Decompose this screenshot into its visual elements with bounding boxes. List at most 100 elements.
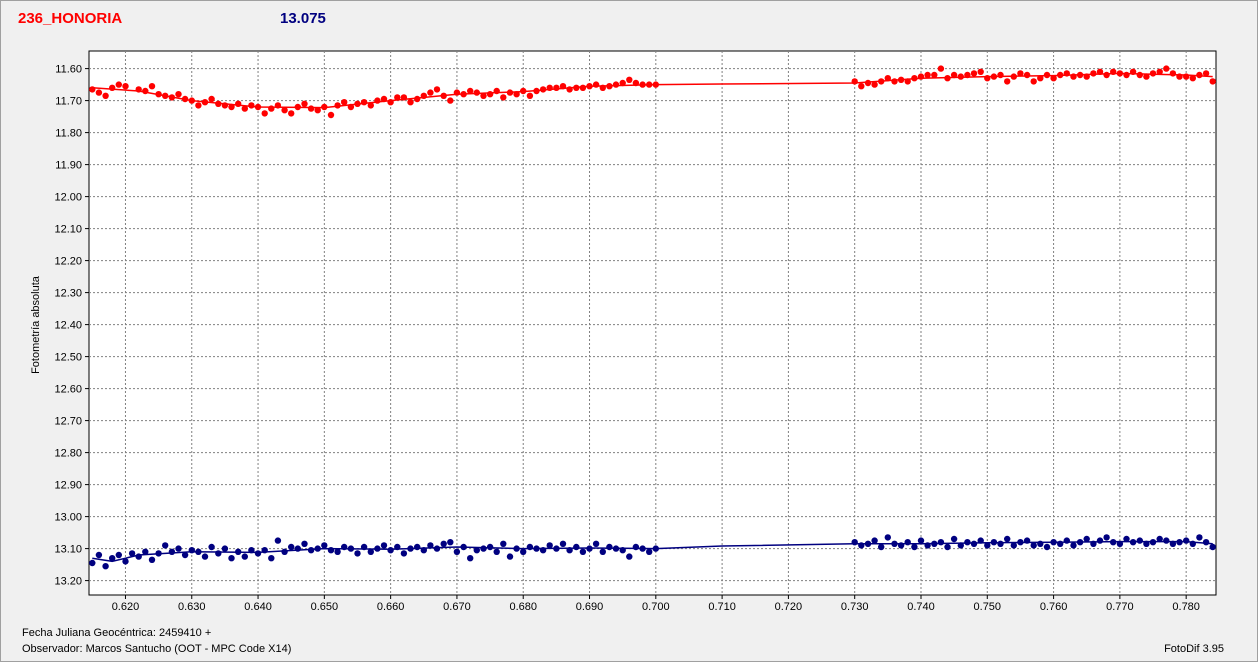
data-point	[858, 83, 865, 90]
x-tick-label: 0.760	[1040, 601, 1068, 613]
x-tick-label: 0.630	[178, 601, 206, 613]
y-tick-label: 12.50	[54, 352, 82, 364]
data-point	[433, 86, 441, 93]
target-name-title: 236_HONORIA	[18, 10, 123, 27]
y-tick-label: 12.60	[54, 384, 82, 396]
data-point	[851, 539, 858, 546]
data-point	[904, 78, 911, 85]
data-point	[248, 547, 255, 554]
data-point	[195, 548, 202, 555]
data-point	[208, 95, 215, 103]
data-point	[513, 91, 520, 98]
data-point	[274, 537, 282, 544]
data-point	[964, 539, 971, 546]
data-point	[639, 81, 646, 88]
data-point	[1189, 75, 1197, 82]
y-tick-label: 12.30	[54, 288, 82, 300]
data-point	[506, 553, 514, 560]
data-point	[566, 86, 573, 93]
data-point	[1076, 539, 1084, 546]
data-point	[367, 548, 374, 555]
data-point	[128, 550, 136, 557]
data-point	[248, 102, 255, 109]
y-tick-label: 11.70	[55, 96, 82, 108]
data-point	[347, 103, 355, 111]
data-point	[1010, 542, 1017, 549]
data-point	[513, 545, 520, 552]
data-point	[1050, 75, 1057, 82]
data-point	[241, 105, 248, 112]
data-point	[327, 547, 335, 554]
data-point	[891, 540, 898, 547]
data-point	[268, 105, 275, 112]
data-point	[135, 86, 142, 93]
data-point	[122, 558, 129, 565]
data-point	[526, 543, 534, 551]
data-point	[1090, 70, 1097, 77]
data-point	[95, 551, 103, 559]
data-point	[1196, 534, 1203, 541]
data-point	[453, 548, 461, 555]
data-point	[201, 99, 209, 106]
data-point	[1149, 70, 1157, 77]
data-point	[486, 543, 494, 551]
data-point	[579, 548, 587, 555]
software-version-label: FotoDif 3.95	[1164, 643, 1224, 655]
data-point	[400, 550, 408, 557]
data-point	[89, 86, 96, 93]
data-point	[493, 87, 500, 95]
data-point	[592, 540, 600, 547]
data-point	[626, 553, 633, 560]
y-tick-label: 12.80	[54, 448, 82, 460]
data-point	[1202, 539, 1210, 546]
data-point	[950, 71, 958, 79]
data-point	[288, 543, 295, 551]
data-point	[1043, 543, 1051, 551]
data-point	[480, 92, 487, 100]
data-point	[327, 111, 335, 119]
data-point	[407, 545, 414, 552]
plot-area	[88, 50, 1217, 596]
data-point	[1143, 540, 1150, 547]
data-point	[268, 555, 275, 562]
data-point	[957, 542, 964, 549]
data-point	[427, 542, 434, 549]
data-point	[1176, 73, 1183, 80]
data-point	[1063, 537, 1071, 544]
data-point	[984, 75, 991, 82]
data-point	[420, 547, 427, 554]
data-point	[135, 553, 142, 560]
data-point	[619, 547, 626, 554]
data-point	[1143, 73, 1150, 80]
data-point	[321, 103, 328, 111]
data-point	[400, 94, 408, 101]
data-point	[937, 65, 945, 72]
data-point	[884, 75, 891, 82]
data-point	[235, 548, 242, 555]
data-point	[606, 83, 613, 90]
data-point	[1103, 71, 1110, 79]
data-point	[864, 79, 872, 87]
data-point	[1209, 543, 1216, 551]
data-point	[1169, 540, 1177, 547]
data-point	[546, 84, 553, 92]
data-point	[1129, 539, 1137, 546]
data-point	[1149, 539, 1157, 546]
y-tick-label: 12.90	[54, 480, 82, 492]
data-point	[1116, 70, 1124, 77]
data-point	[878, 543, 885, 551]
data-point	[1189, 540, 1197, 547]
data-point	[254, 550, 262, 557]
x-tick-label: 0.770	[1106, 601, 1134, 613]
data-point	[1090, 540, 1097, 547]
data-point	[274, 102, 282, 109]
data-point	[460, 543, 467, 551]
data-point	[984, 542, 991, 549]
data-point	[486, 91, 494, 98]
data-point	[168, 548, 176, 555]
data-point	[380, 95, 388, 103]
data-point	[1083, 535, 1090, 543]
series-0	[89, 65, 1216, 119]
data-point	[148, 556, 156, 563]
